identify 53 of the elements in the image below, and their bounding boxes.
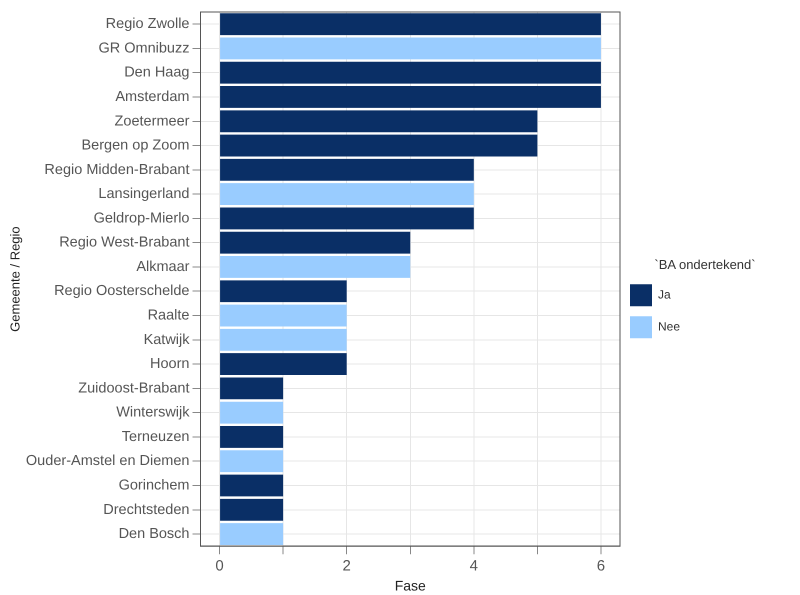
bar — [220, 474, 284, 496]
y-tick-label: Geldrop-Mierlo — [94, 210, 190, 226]
y-tick-label: Terneuzen — [122, 428, 190, 445]
x-tick-label: 4 — [470, 557, 478, 574]
y-tick-label: Regio West-Brabant — [59, 234, 190, 251]
y-tick-label: Bergen op Zoom — [81, 138, 190, 154]
x-axis-title: Fase — [394, 577, 426, 594]
bar — [220, 353, 347, 376]
y-axis-title: Gemeente / Regio — [7, 226, 22, 332]
bar — [220, 62, 601, 84]
bar — [220, 426, 284, 448]
bar — [220, 13, 601, 36]
legend-title: `BA ondertekend` — [654, 256, 756, 272]
y-tick-label: Katwijk — [144, 332, 190, 348]
bar — [220, 523, 284, 545]
bar — [220, 304, 347, 326]
bar — [220, 498, 284, 521]
bar — [220, 37, 601, 60]
bar — [220, 377, 284, 400]
y-tick-label: Amsterdam — [115, 88, 190, 105]
bar — [220, 280, 347, 302]
bar — [220, 256, 410, 278]
y-tick-label: Drechtsteden — [103, 502, 190, 518]
y-tick-label: Regio Zwolle — [106, 16, 190, 32]
y-tick-label: Den Bosch — [118, 526, 190, 542]
y-tick-label: Zoetermeer — [114, 113, 190, 130]
bar — [220, 134, 538, 156]
bar — [220, 450, 284, 472]
y-tick-label: Den Haag — [124, 64, 190, 81]
bar — [220, 232, 410, 254]
legend-label: Nee — [658, 320, 680, 334]
y-tick-label: Hoorn — [150, 356, 190, 372]
y-tick-label: Gorinchem — [118, 477, 190, 494]
y-tick-label: GR Omnibuzz — [98, 40, 190, 56]
bar — [220, 328, 347, 351]
bar — [220, 86, 601, 108]
bar — [220, 158, 474, 181]
bar — [220, 183, 474, 206]
y-tick-label: Alkmaar — [136, 258, 190, 275]
x-tick-label: 2 — [342, 557, 351, 574]
y-tick-label: Winterswijk — [116, 404, 190, 421]
x-tick-label: 0 — [215, 557, 224, 574]
y-tick-label: Lansingerland — [98, 186, 190, 202]
x-tick-label: 6 — [596, 557, 606, 574]
bar — [220, 110, 538, 132]
y-tick-label: Zuidoost-Brabant — [78, 380, 190, 396]
y-tick-label: Raalte — [148, 308, 190, 324]
legend-label: Ja — [658, 288, 671, 302]
y-tick-label: Ouder-Amstel en Diemen — [26, 453, 190, 470]
bar — [220, 402, 284, 424]
y-tick-label: Regio Oosterschelde — [54, 283, 190, 300]
bar — [220, 207, 474, 230]
y-tick-label: Regio Midden-Brabant — [44, 162, 190, 178]
